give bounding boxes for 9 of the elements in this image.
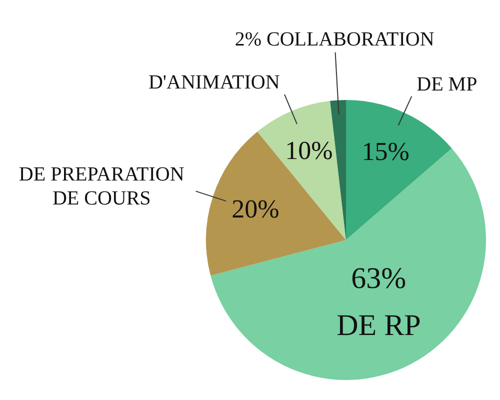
data-label: 63% — [351, 262, 406, 295]
slice-label: D'ANIMATION — [148, 72, 280, 94]
data-label: 20% — [232, 194, 280, 224]
slice-label: DE MP — [416, 74, 478, 96]
data-label: 15% — [362, 137, 410, 166]
data-label: 10% — [285, 136, 333, 166]
slice-label: DE PREPARATION DE COURS — [18, 164, 184, 210]
slice-label: DE RP — [336, 308, 421, 342]
slice-label: 2% COLLABORATION — [234, 28, 434, 51]
